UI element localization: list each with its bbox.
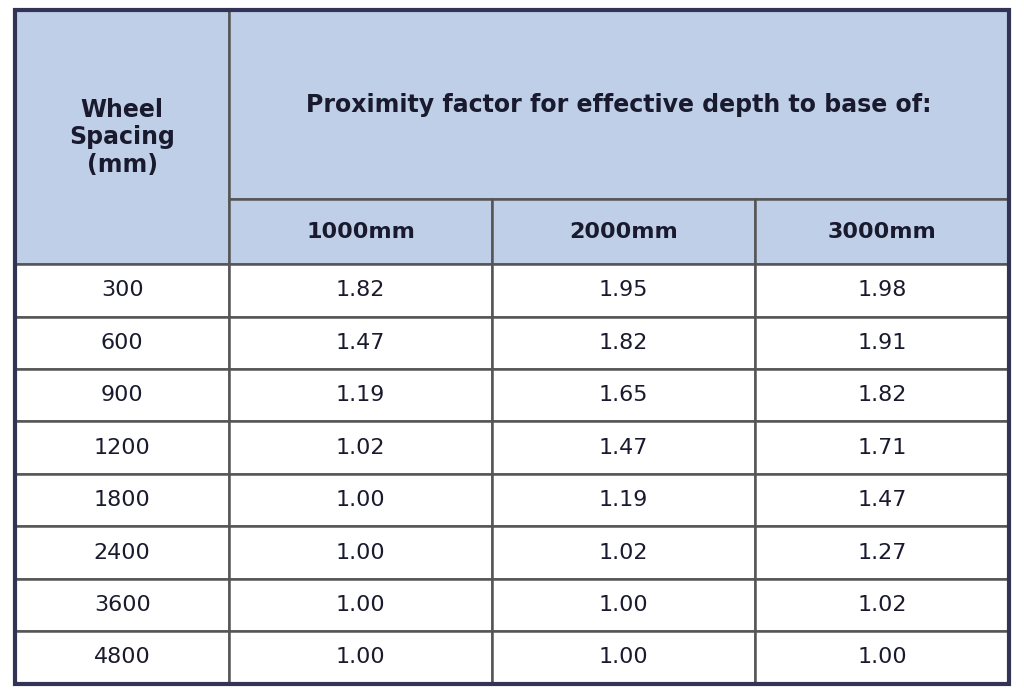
Bar <box>229 199 493 264</box>
Text: 1.65: 1.65 <box>599 385 648 405</box>
Bar <box>229 579 493 631</box>
Bar <box>493 421 756 474</box>
Text: 3600: 3600 <box>94 595 151 615</box>
Bar <box>15 264 229 316</box>
Bar <box>15 10 229 264</box>
Bar <box>756 526 1009 579</box>
Text: 1.27: 1.27 <box>857 543 906 563</box>
Bar <box>756 199 1009 264</box>
Text: 1.47: 1.47 <box>336 333 385 353</box>
Text: 1.47: 1.47 <box>857 490 906 510</box>
Bar <box>15 369 229 421</box>
Bar <box>15 579 229 631</box>
Bar <box>229 316 493 369</box>
Text: 1000mm: 1000mm <box>306 221 415 242</box>
Bar <box>229 526 493 579</box>
Text: 1.82: 1.82 <box>336 280 385 301</box>
Bar <box>493 316 756 369</box>
Text: Proximity factor for effective depth to base of:: Proximity factor for effective depth to … <box>306 93 932 117</box>
Text: 1.00: 1.00 <box>336 648 385 668</box>
Bar <box>493 369 756 421</box>
Bar <box>756 631 1009 684</box>
Text: 1.02: 1.02 <box>857 595 906 615</box>
Text: 1.19: 1.19 <box>336 385 385 405</box>
Text: 1.47: 1.47 <box>599 438 648 457</box>
Bar <box>756 474 1009 526</box>
Text: Wheel
Spacing
(mm): Wheel Spacing (mm) <box>70 97 175 177</box>
Bar <box>229 631 493 684</box>
Bar <box>493 474 756 526</box>
Bar <box>229 369 493 421</box>
Text: 1.82: 1.82 <box>857 385 906 405</box>
Text: 1.02: 1.02 <box>336 438 385 457</box>
Text: 900: 900 <box>100 385 143 405</box>
Text: 1.00: 1.00 <box>336 595 385 615</box>
Bar <box>493 264 756 316</box>
Text: 600: 600 <box>100 333 143 353</box>
Bar <box>229 264 493 316</box>
Bar <box>229 421 493 474</box>
Bar <box>229 10 1009 199</box>
Text: 1.00: 1.00 <box>336 490 385 510</box>
Text: 1.00: 1.00 <box>599 595 648 615</box>
Text: 3000mm: 3000mm <box>827 221 936 242</box>
Bar <box>493 526 756 579</box>
Bar <box>15 316 229 369</box>
Text: 1.71: 1.71 <box>857 438 906 457</box>
Bar <box>15 421 229 474</box>
Text: 4800: 4800 <box>94 648 151 668</box>
Text: 2000mm: 2000mm <box>569 221 678 242</box>
Bar <box>493 631 756 684</box>
Bar <box>756 369 1009 421</box>
Text: 1.98: 1.98 <box>857 280 906 301</box>
Bar <box>493 199 756 264</box>
Text: 300: 300 <box>100 280 143 301</box>
Text: 1.19: 1.19 <box>599 490 648 510</box>
Text: 1.95: 1.95 <box>599 280 648 301</box>
Bar <box>756 579 1009 631</box>
Bar <box>493 579 756 631</box>
Text: 1.00: 1.00 <box>857 648 907 668</box>
Text: 1.82: 1.82 <box>599 333 648 353</box>
Bar <box>15 526 229 579</box>
Bar <box>756 421 1009 474</box>
Text: 1.00: 1.00 <box>599 648 648 668</box>
Bar <box>15 631 229 684</box>
Text: 1200: 1200 <box>94 438 151 457</box>
Bar <box>756 316 1009 369</box>
Bar <box>756 264 1009 316</box>
Bar <box>229 474 493 526</box>
Bar <box>15 474 229 526</box>
Text: 1.91: 1.91 <box>857 333 906 353</box>
Text: 1.02: 1.02 <box>599 543 648 563</box>
Text: 1800: 1800 <box>94 490 151 510</box>
Text: 2400: 2400 <box>94 543 151 563</box>
Text: 1.00: 1.00 <box>336 543 385 563</box>
